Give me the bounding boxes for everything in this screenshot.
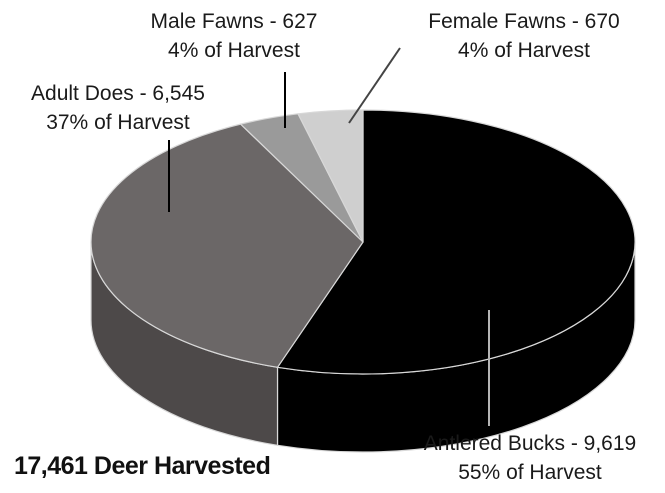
- slice-label-male-fawns: Male Fawns - 627: [151, 10, 318, 33]
- slice-percent-male-fawns: 4% of Harvest: [168, 39, 300, 62]
- slice-label-adult-does: Adult Does - 6,545: [31, 82, 205, 105]
- pie-slice-female-fawns: [297, 109, 364, 243]
- chart-title: 17,461 Deer Harvested: [14, 452, 271, 480]
- slice-percent-antlered-bucks: 55% of Harvest: [458, 461, 602, 484]
- slice-percent-female-fawns: 4% of Harvest: [458, 39, 590, 62]
- leader-lines: [168, 47, 490, 426]
- pie-slice-antlered-bucks: [276, 109, 636, 375]
- slice-label-antlered-bucks: Antlered Bucks - 9,619: [424, 432, 636, 455]
- leader-line-female-fawns: [348, 47, 401, 124]
- pie-top-faces: [90, 109, 636, 375]
- slice-percent-adult-does: 37% of Harvest: [46, 111, 190, 134]
- slice-label-female-fawns: Female Fawns - 670: [428, 10, 619, 33]
